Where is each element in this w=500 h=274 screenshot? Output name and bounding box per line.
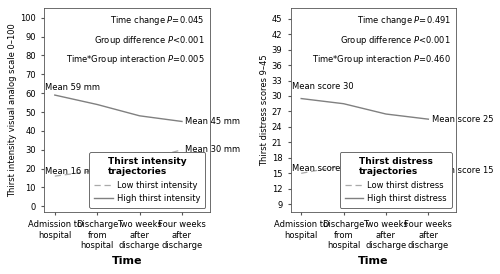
Text: Mean 45 mm: Mean 45 mm (186, 117, 240, 126)
Text: Mean 16 mm: Mean 16 mm (46, 167, 100, 176)
X-axis label: Time: Time (112, 256, 142, 266)
Y-axis label: Thirst distress scores 9–45: Thirst distress scores 9–45 (260, 54, 268, 166)
Text: Mean score 30: Mean score 30 (292, 82, 354, 91)
Text: Mean 30 mm: Mean 30 mm (186, 145, 240, 154)
Text: Mean score 17: Mean score 17 (292, 164, 354, 173)
Text: Time change $P$=0.491
Group difference $P$<0.001
Time*Group interaction $P$=0.46: Time change $P$=0.491 Group difference $… (312, 15, 451, 66)
Text: Time change $P$=0.045
Group difference $P$<0.001
Time*Group interaction $P$=0.00: Time change $P$=0.045 Group difference $… (66, 15, 204, 66)
Y-axis label: Thirst intensity visual analog scale 0–100: Thirst intensity visual analog scale 0–1… (8, 23, 18, 197)
Text: Mean score 25: Mean score 25 (432, 115, 493, 124)
Legend: Low thirst intensity, High thirst intensity: Low thirst intensity, High thirst intens… (90, 152, 206, 208)
X-axis label: Time: Time (358, 256, 388, 266)
Text: Mean 59 mm: Mean 59 mm (46, 83, 100, 92)
Text: Mean score 15: Mean score 15 (432, 166, 493, 175)
Legend: Low thirst distress, High thirst distress: Low thirst distress, High thirst distres… (340, 152, 452, 208)
